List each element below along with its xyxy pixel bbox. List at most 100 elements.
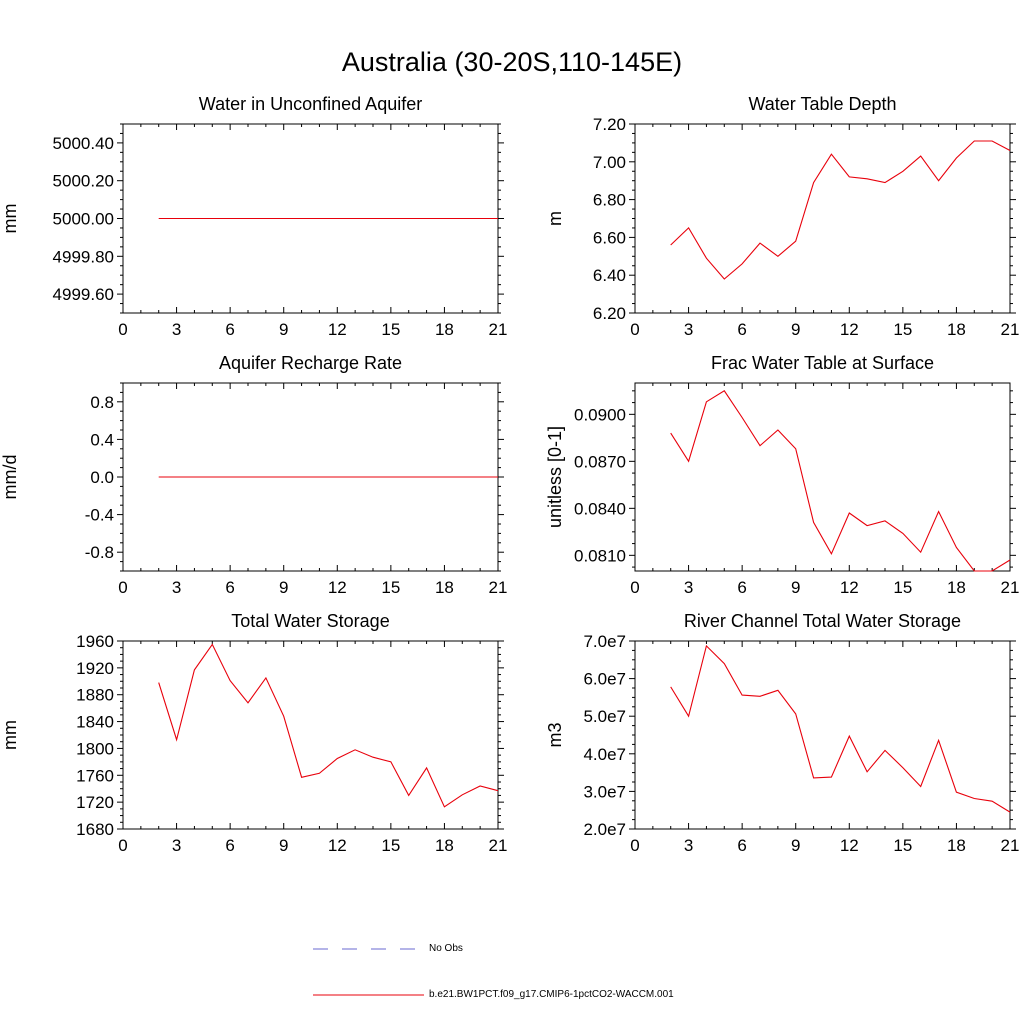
- y-tick-label: 7.20: [593, 115, 626, 134]
- x-tick-label: 6: [225, 320, 234, 339]
- y-tick-label: 0.0840: [574, 499, 626, 518]
- x-tick-label: 3: [684, 320, 693, 339]
- panel-3: 0 3 6 9 12 15 18 21 0.0810 0.0840 0.0870 0.0900 Frac…: [545, 353, 1019, 597]
- y-tick-label: 6.20: [593, 304, 626, 323]
- x-tick-label: 6: [225, 836, 234, 855]
- y-tick-label: 3.0e7: [583, 782, 626, 801]
- panel-title: Water Table Depth: [748, 94, 896, 114]
- x-tick-label: 15: [893, 578, 912, 597]
- x-tick-label: 3: [684, 578, 693, 597]
- x-tick-label: 12: [328, 578, 347, 597]
- x-tick-label: 9: [791, 320, 800, 339]
- x-tick-label: 21: [489, 320, 508, 339]
- plot-frame: [635, 641, 1010, 829]
- panel-title: Aquifer Recharge Rate: [219, 353, 402, 373]
- y-tick-label: 4999.80: [53, 247, 114, 266]
- y-tick-label: 1760: [76, 766, 114, 785]
- x-tick-label: 12: [840, 578, 859, 597]
- y-axis-label: m: [545, 211, 565, 226]
- panel-4: 0 3 6 9 12 15 18 21 1680 1720 1760 1800 1840 1880 1920…: [0, 611, 507, 855]
- x-tick-label: 0: [118, 320, 127, 339]
- panel-title: Water in Unconfined Aquifer: [199, 94, 422, 114]
- y-tick-label: 2.0e7: [583, 820, 626, 839]
- y-axis-label: mm: [0, 720, 20, 750]
- y-tick-label: 1800: [76, 739, 114, 758]
- y-axis-label: unitless [0-1]: [545, 426, 565, 528]
- x-tick-label: 12: [328, 836, 347, 855]
- x-tick-label: 15: [381, 836, 400, 855]
- y-axis-label: mm: [0, 204, 20, 234]
- series-line: [671, 646, 1010, 812]
- y-tick-label: 6.40: [593, 266, 626, 285]
- y-tick-label: 6.60: [593, 228, 626, 247]
- x-tick-label: 18: [947, 836, 966, 855]
- x-tick-label: 21: [489, 836, 508, 855]
- panel-5: 0 3 6 9 12 15 18 21 2.0e7 3.0e7 4.0e7 5.0e7 6.0e7 7.0…: [545, 611, 1019, 855]
- x-tick-label: 15: [893, 836, 912, 855]
- series-line: [671, 141, 1010, 279]
- x-tick-label: 9: [279, 578, 288, 597]
- y-axis-label: mm/d: [0, 455, 20, 500]
- panel-1: 0 3 6 9 12 15 18 21 6.20 6.40 6.60 6.80 7.00 7.20 Wate…: [545, 94, 1019, 339]
- y-tick-label: 6.0e7: [583, 670, 626, 689]
- x-tick-label: 9: [279, 836, 288, 855]
- y-tick-label: 0.8: [90, 393, 114, 412]
- x-tick-label: 18: [947, 578, 966, 597]
- panel-2: 0 3 6 9 12 15 18 21 -0.8 -0.4 0.0 0.4 0.8 Aquifer Rec…: [0, 353, 507, 597]
- legend-label-model: b.e21.BW1PCT.f09_g17.CMIP6-1pctCO2-WACCM…: [429, 988, 674, 1002]
- y-tick-label: 0.0870: [574, 452, 626, 471]
- y-tick-label: 1680: [76, 820, 114, 839]
- y-tick-label: 5000.40: [53, 134, 114, 153]
- x-tick-label: 15: [381, 578, 400, 597]
- x-tick-label: 9: [791, 836, 800, 855]
- x-tick-label: 21: [1001, 578, 1020, 597]
- x-tick-label: 15: [893, 320, 912, 339]
- y-tick-label: 1840: [76, 713, 114, 732]
- y-axis-label: m3: [545, 722, 565, 747]
- y-tick-label: 1920: [76, 659, 114, 678]
- x-tick-label: 12: [840, 320, 859, 339]
- y-tick-label: 0.4: [90, 430, 114, 449]
- y-tick-label: 5000.20: [53, 172, 114, 191]
- panel-0: 0 3 6 9 12 15 18 21 4999.60 4999.80 5000.00 5000.20…: [0, 94, 507, 339]
- plot-frame: [635, 124, 1010, 313]
- y-tick-label: 6.80: [593, 191, 626, 210]
- y-tick-label: 1960: [76, 632, 114, 651]
- y-tick-label: 5.0e7: [583, 707, 626, 726]
- x-tick-label: 18: [435, 578, 454, 597]
- y-tick-label: 5000.00: [53, 210, 114, 229]
- y-tick-label: 4999.60: [53, 285, 114, 304]
- x-tick-label: 21: [1001, 320, 1020, 339]
- x-tick-label: 21: [1001, 836, 1020, 855]
- x-tick-label: 15: [381, 320, 400, 339]
- x-tick-label: 0: [118, 578, 127, 597]
- y-tick-label: 1720: [76, 793, 114, 812]
- x-tick-label: 6: [737, 320, 746, 339]
- series-line: [159, 644, 498, 806]
- x-tick-label: 0: [118, 836, 127, 855]
- legend-label-no-obs: No Obs: [429, 942, 463, 956]
- x-tick-label: 3: [172, 320, 181, 339]
- x-tick-label: 6: [225, 578, 234, 597]
- x-tick-label: 6: [737, 578, 746, 597]
- y-tick-label: -0.8: [85, 543, 114, 562]
- x-tick-label: 0: [630, 578, 639, 597]
- y-tick-label: 4.0e7: [583, 745, 626, 764]
- y-tick-label: -0.4: [85, 506, 114, 525]
- y-tick-label: 7.00: [593, 153, 626, 172]
- x-tick-label: 3: [684, 836, 693, 855]
- y-tick-label: 1880: [76, 686, 114, 705]
- x-tick-label: 9: [279, 320, 288, 339]
- x-tick-label: 0: [630, 836, 639, 855]
- x-tick-label: 18: [947, 320, 966, 339]
- y-tick-label: 0.0810: [574, 546, 626, 565]
- x-tick-label: 9: [791, 578, 800, 597]
- series-line: [671, 391, 1010, 571]
- x-tick-label: 12: [328, 320, 347, 339]
- y-tick-label: 7.0e7: [583, 632, 626, 651]
- y-tick-label: 0.0: [90, 468, 114, 487]
- x-tick-label: 6: [737, 836, 746, 855]
- panel-title: River Channel Total Water Storage: [684, 611, 961, 631]
- x-tick-label: 3: [172, 836, 181, 855]
